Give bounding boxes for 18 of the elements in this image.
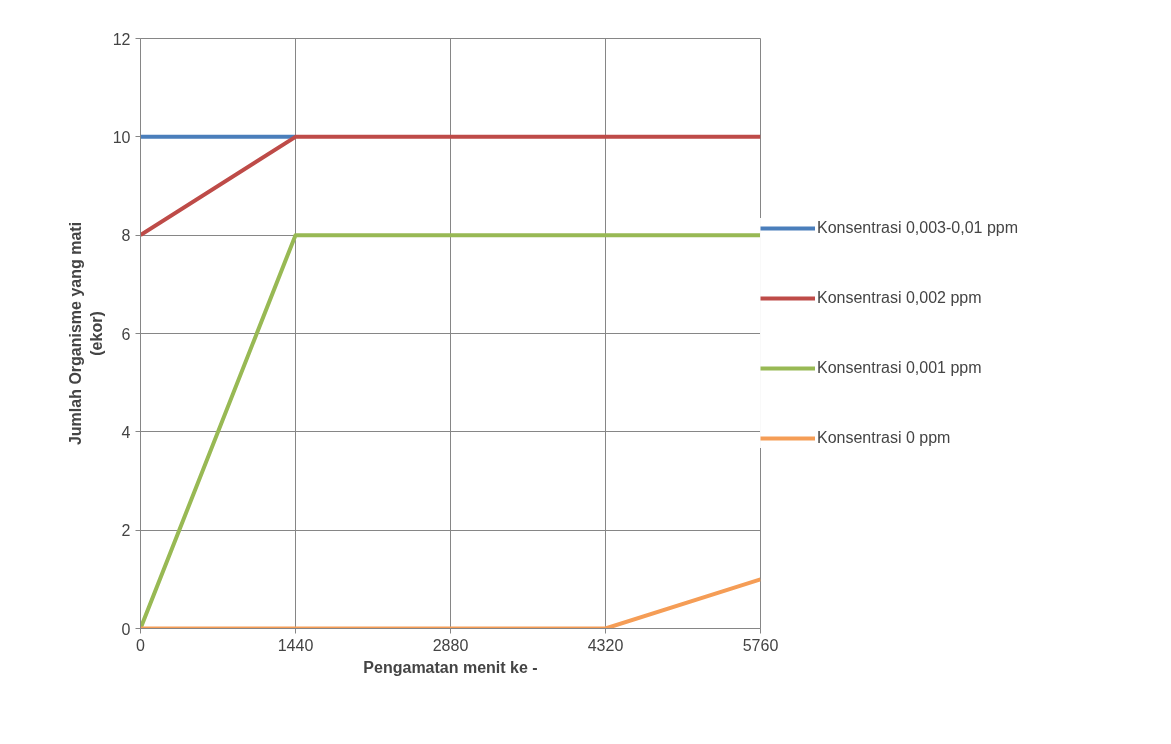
legend-label: Konsentrasi 0,002 ppm [817,289,982,307]
y-tick-label: 4 [121,423,131,441]
x-tick-label: 2880 [432,636,469,654]
y-tick-label: 2 [121,522,131,540]
y-tick-label: 6 [121,325,131,343]
x-axis-title: Pengamatan menit ke - [363,658,538,676]
x-tick-label: 5760 [742,636,779,654]
x-tick-label: 1440 [277,636,314,654]
legend-label: Konsentrasi 0,001 ppm [817,359,982,377]
legend-label: Konsentrasi 0,003-0,01 ppm [817,219,1019,237]
legend-label: Konsentrasi 0 ppm [817,429,951,447]
y-tick-label: 12 [112,30,131,48]
y-axis-title: Jumlah Organisme yang mati (ekor) [67,221,105,446]
y-tick-label: 8 [121,227,131,245]
x-tick-label: 4320 [587,636,624,654]
y-tick-label: 0 [121,620,131,638]
y-tick-label: 10 [112,128,131,146]
x-tick-label: 0 [136,636,146,654]
